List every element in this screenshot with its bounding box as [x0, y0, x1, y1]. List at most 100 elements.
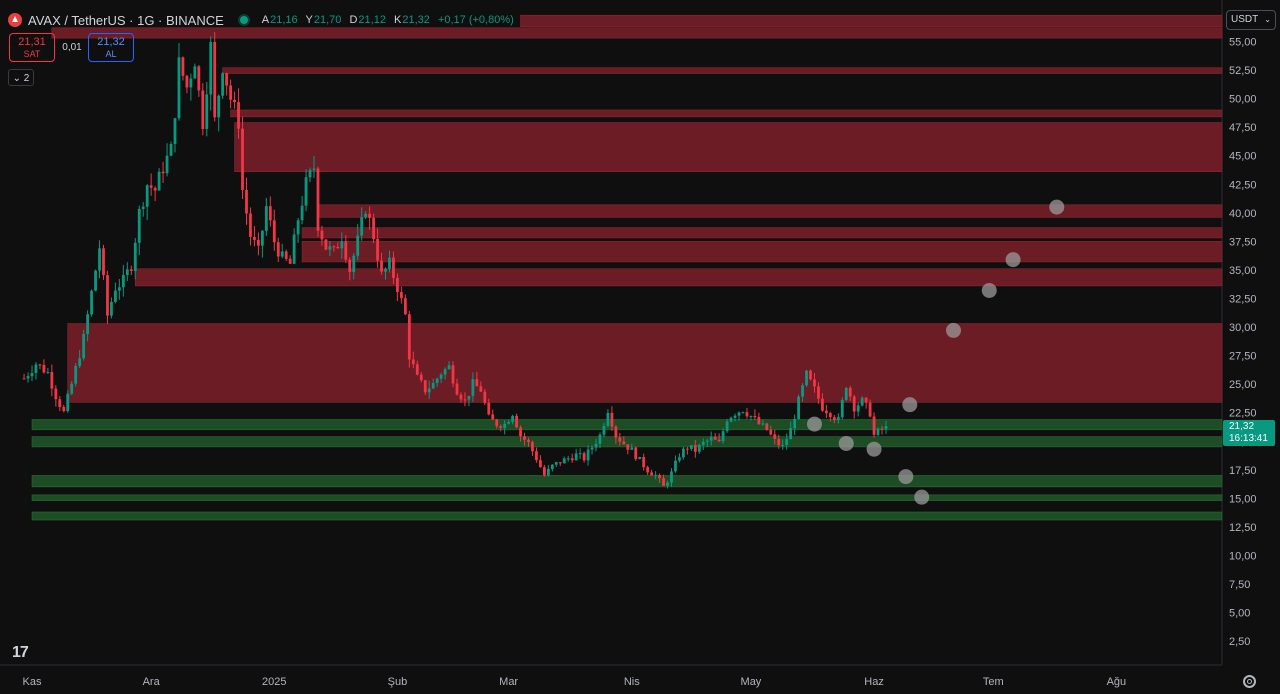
candle-body	[499, 426, 503, 428]
candles-layer	[22, 32, 888, 489]
candle-body	[22, 378, 26, 380]
candle-body	[340, 241, 344, 249]
indicators-toggle[interactable]: ⌄ 2	[8, 69, 34, 86]
candle-body	[535, 451, 538, 461]
candle-body	[253, 236, 256, 240]
resistance-zone-4	[234, 122, 1223, 172]
candle-body	[439, 374, 443, 379]
candle-body	[233, 99, 236, 103]
candle-body	[137, 209, 141, 243]
candle-body	[749, 415, 753, 417]
x-tick-label: Ara	[143, 676, 161, 688]
candle-body	[423, 380, 427, 393]
candle-body	[336, 246, 340, 249]
candle-body	[650, 472, 654, 476]
symbol-header[interactable]: AVAX / TetherUS · 1G · BINANCE A21,16 Y2…	[8, 11, 519, 29]
candle-body	[213, 42, 217, 118]
candle-body	[364, 213, 368, 218]
candle-body	[225, 73, 229, 86]
last-price-label: 21,32 16:13:41	[1223, 420, 1275, 446]
candle-body	[332, 246, 336, 248]
candle-body	[598, 434, 602, 444]
resistance-zone-1	[51, 27, 1223, 39]
x-tick-label: Şub	[388, 676, 408, 688]
candle-body	[121, 274, 125, 288]
candle-body	[550, 464, 554, 469]
candle-body	[114, 290, 117, 302]
resistance-zone-5	[317, 204, 1223, 218]
y-tick-label: 17,50	[1229, 465, 1257, 477]
candle-body	[268, 206, 272, 221]
candle-body	[292, 234, 296, 264]
symbol-title[interactable]: AVAX / TetherUS · 1G · BINANCE	[28, 12, 224, 28]
candle-body	[654, 475, 658, 477]
candle-body	[852, 396, 856, 412]
tradingview-logo-icon[interactable]: 17	[12, 644, 29, 661]
candle-body	[403, 298, 407, 315]
candle-body	[360, 217, 364, 236]
candle-body	[316, 168, 320, 231]
candle-body	[308, 169, 312, 178]
candle-body	[221, 73, 225, 96]
candle-body	[102, 248, 105, 276]
candle-body	[848, 387, 852, 397]
candle-body	[701, 441, 705, 445]
candle-body	[46, 372, 50, 374]
candle-body	[761, 423, 765, 425]
sell-label: SAT	[23, 49, 41, 59]
y-tick-label: 55,00	[1229, 37, 1257, 49]
candle-body	[237, 102, 240, 129]
candle-body	[515, 415, 518, 428]
candle-body	[209, 42, 213, 95]
candle-body	[610, 412, 614, 427]
candle-body	[78, 358, 82, 367]
buy-button[interactable]: 21,32 AL	[88, 33, 134, 62]
projection-point-7	[981, 282, 997, 298]
candle-body	[296, 220, 300, 235]
candle-body	[145, 185, 149, 207]
candle-body	[578, 453, 582, 455]
y-tick-label: 40,00	[1229, 208, 1257, 220]
gear-icon[interactable]	[1243, 675, 1256, 688]
candle-body	[463, 399, 467, 401]
candle-body	[427, 388, 431, 393]
candle-body	[98, 248, 101, 271]
candle-body	[249, 213, 252, 237]
candle-body	[884, 426, 888, 430]
candle-body	[507, 421, 511, 424]
candle-body	[407, 314, 411, 360]
candle-body	[264, 206, 268, 231]
time-axis[interactable]: Kas Ara 2025 Şub Mar Nis May Haz Tem Ağu	[23, 676, 1127, 688]
y-tick-label: 12,50	[1229, 522, 1257, 534]
x-tick-label: Nis	[624, 676, 640, 688]
resistance-zone-8	[134, 268, 1223, 287]
candle-body	[832, 417, 836, 421]
candle-body	[34, 364, 38, 373]
candle-body	[153, 187, 157, 191]
support-zone-2	[31, 475, 1223, 488]
currency-selector[interactable]: USDT ⌄	[1226, 10, 1276, 30]
candle-body	[678, 457, 681, 461]
projection-point-9	[1049, 199, 1065, 215]
support-zone-4	[31, 511, 1223, 521]
x-tick-label: Tem	[983, 676, 1004, 688]
candle-body	[840, 399, 844, 418]
avax-logo-icon	[8, 13, 22, 27]
candle-body	[260, 230, 264, 246]
projection-point-2	[866, 441, 882, 457]
y-tick-label: 37,50	[1229, 236, 1257, 248]
candle-body	[574, 453, 578, 461]
candle-body	[618, 437, 622, 442]
market-status-icon[interactable]	[237, 14, 250, 26]
candle-body	[90, 290, 93, 315]
candle-body	[479, 386, 483, 392]
sell-button[interactable]: 21,31 SAT	[9, 33, 55, 62]
candle-body	[705, 440, 709, 442]
candle-body	[419, 374, 423, 381]
candle-body	[185, 75, 189, 88]
chevron-down-icon: ⌄	[12, 73, 22, 84]
candle-body	[320, 230, 324, 240]
candle-body	[388, 257, 391, 269]
candle-body	[785, 439, 789, 445]
